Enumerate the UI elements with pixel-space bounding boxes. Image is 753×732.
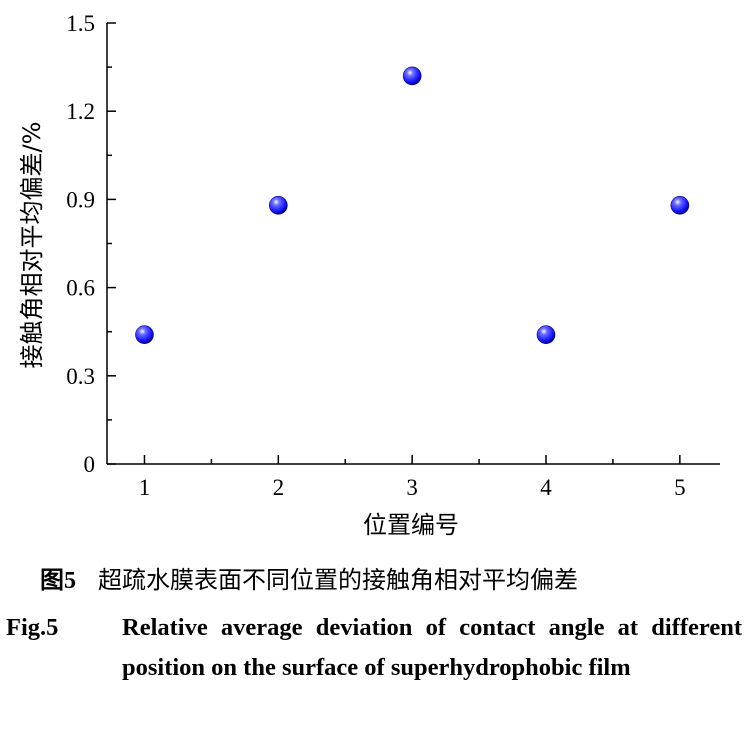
x-tick-label: 4 — [540, 475, 552, 500]
data-point — [402, 66, 422, 86]
x-tick-label: 1 — [139, 475, 151, 500]
data-point — [670, 195, 690, 215]
data-point — [135, 325, 154, 344]
data-point — [269, 195, 288, 215]
y-tick-label: 0.6 — [66, 276, 95, 301]
y-tick-label: 0.9 — [66, 187, 95, 212]
scatter-chart: 0 0.3 0.6 0.9 1.2 1.5 1 2 3 4 5 位置编号 接触角相对平均偏差/% — [18, 11, 720, 539]
x-axis-title: 位置编号 — [363, 511, 459, 539]
y-tick-label: 1.2 — [66, 99, 95, 124]
figure-label-cn: 图 — [40, 566, 64, 594]
x-tick-label: 3 — [406, 475, 418, 500]
data-points — [135, 66, 690, 344]
data-point — [536, 325, 556, 344]
y-axis-title: 接触角相对平均偏差/% — [18, 122, 46, 369]
figure-label-en: Fig.5 — [6, 614, 59, 641]
x-tick-label: 2 — [273, 475, 285, 500]
x-tick-label: 5 — [674, 475, 686, 500]
y-tick-label: 0.3 — [66, 364, 95, 389]
y-tick-label: 1.5 — [66, 11, 95, 36]
caption-text-en: Relative average deviation of contact an… — [122, 614, 742, 681]
caption-text-cn: 超疏水膜表面不同位置的接触角相对平均偏差 — [98, 566, 578, 594]
figure-number: 5 — [64, 568, 76, 594]
caption-chinese: 图5 超疏水膜表面不同位置的接触角相对平均偏差 — [40, 560, 740, 595]
ticks: 0 0.3 0.6 0.9 1.2 1.5 1 2 3 4 5 — [66, 11, 685, 500]
axes — [106, 23, 720, 465]
y-tick-label: 0 — [84, 452, 96, 477]
